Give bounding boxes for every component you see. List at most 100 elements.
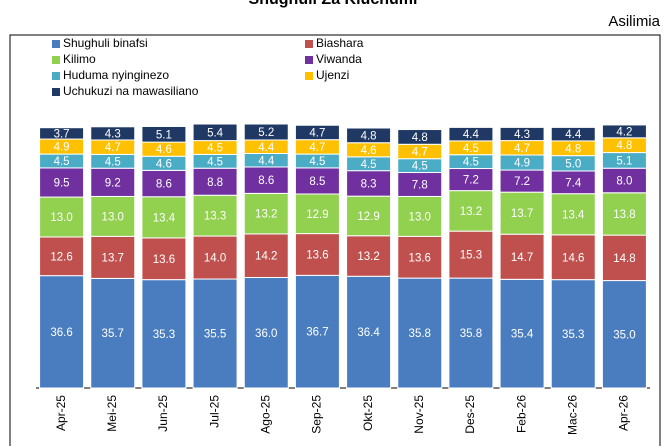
value-label: 3.7 bbox=[54, 128, 70, 140]
value-label: 8.6 bbox=[258, 175, 274, 187]
bar-segment bbox=[141, 237, 187, 281]
value-label: 14.2 bbox=[255, 251, 277, 263]
value-label: 5.1 bbox=[616, 155, 632, 167]
legend-label: Kilimo bbox=[63, 52, 96, 66]
value-label: 5.1 bbox=[156, 129, 172, 141]
value-label: 36.0 bbox=[255, 328, 277, 340]
bar-segment bbox=[90, 195, 136, 237]
bar-segment bbox=[141, 279, 187, 389]
value-label: 12.9 bbox=[357, 211, 379, 223]
value-label: 35.3 bbox=[153, 329, 175, 341]
value-label: 4.3 bbox=[105, 128, 121, 140]
x-tick-label: Apr-25 bbox=[54, 395, 68, 431]
value-label: 13.3 bbox=[204, 211, 226, 223]
value-label: 4.6 bbox=[156, 158, 172, 170]
value-label: 4.6 bbox=[361, 145, 377, 157]
legend-label: Huduma nyinginezo bbox=[63, 68, 169, 82]
value-label: 13.8 bbox=[613, 209, 635, 221]
bar-segment bbox=[448, 277, 494, 389]
value-label: 4.6 bbox=[156, 144, 172, 156]
bar-segment bbox=[499, 191, 545, 235]
value-label: 13.7 bbox=[102, 252, 124, 264]
value-label: 4.5 bbox=[309, 156, 325, 168]
bar-segment bbox=[192, 235, 238, 280]
value-label: 5.4 bbox=[207, 127, 224, 139]
bar-segment bbox=[243, 233, 289, 278]
value-label: 12.6 bbox=[50, 251, 72, 263]
bar-segment bbox=[90, 167, 136, 197]
x-tick-label: Ago-25 bbox=[258, 395, 272, 434]
legend-label: Uchukuzi na mawasiliano bbox=[63, 84, 199, 98]
value-label: 13.7 bbox=[511, 208, 533, 220]
value-label: 4.7 bbox=[309, 142, 325, 154]
bar-segment bbox=[550, 126, 596, 142]
value-label: 13.2 bbox=[255, 209, 277, 221]
value-label: 4.5 bbox=[361, 159, 377, 171]
value-label: 4.4 bbox=[258, 155, 275, 167]
x-tick-label: Jul-25 bbox=[207, 395, 221, 428]
value-label: 4.5 bbox=[463, 143, 479, 155]
legend-swatch bbox=[305, 56, 313, 64]
value-label: 4.5 bbox=[54, 156, 70, 168]
legend-label: Ujenzi bbox=[316, 68, 349, 82]
value-label: 4.5 bbox=[412, 161, 428, 173]
value-label: 4.4 bbox=[463, 129, 480, 141]
value-label: 4.8 bbox=[361, 130, 377, 142]
value-label: 14.6 bbox=[562, 252, 584, 264]
bar-segment bbox=[550, 279, 596, 389]
value-label: 7.2 bbox=[463, 175, 479, 187]
value-label: 13.0 bbox=[102, 211, 124, 223]
value-label: 4.9 bbox=[514, 158, 530, 170]
value-label: 4.3 bbox=[514, 129, 530, 141]
value-label: 35.8 bbox=[409, 328, 431, 340]
value-label: 12.9 bbox=[306, 209, 328, 221]
x-tick-label: Feb-26 bbox=[514, 395, 528, 433]
bar-segment bbox=[39, 196, 85, 238]
bar-segment bbox=[39, 127, 85, 140]
legend-swatch bbox=[305, 72, 313, 80]
x-tick-label: Mac-26 bbox=[565, 395, 579, 435]
bar-segment bbox=[243, 276, 289, 389]
bar-segment bbox=[448, 126, 494, 142]
value-label: 4.2 bbox=[616, 126, 632, 138]
value-label: 7.8 bbox=[412, 180, 428, 192]
bar-segment bbox=[90, 235, 136, 279]
bar-segment bbox=[294, 274, 340, 389]
bar-segment bbox=[601, 234, 647, 282]
value-label: 14.8 bbox=[613, 253, 635, 265]
value-label: 4.4 bbox=[565, 129, 582, 141]
value-label: 7.4 bbox=[565, 177, 582, 189]
bar-segment bbox=[397, 277, 443, 389]
value-label: 36.7 bbox=[306, 327, 328, 339]
bar-segment bbox=[346, 127, 392, 144]
bar-segment bbox=[397, 235, 443, 279]
value-label: 13.2 bbox=[357, 251, 379, 263]
value-label: 7.2 bbox=[514, 176, 530, 188]
bar-segment bbox=[499, 126, 545, 142]
legend-swatch bbox=[52, 40, 60, 48]
value-label: 4.7 bbox=[309, 127, 325, 139]
x-tick-label: Sep-25 bbox=[310, 395, 324, 434]
value-label: 4.5 bbox=[207, 156, 223, 168]
value-label: 13.0 bbox=[50, 212, 72, 224]
value-label: 35.0 bbox=[613, 329, 635, 341]
value-label: 15.3 bbox=[460, 250, 482, 262]
bar-segment bbox=[243, 192, 289, 235]
value-label: 4.5 bbox=[207, 143, 223, 155]
chart-title: Shughuli Za Kiuchumi bbox=[249, 0, 418, 8]
value-label: 4.5 bbox=[463, 157, 479, 169]
value-label: 4.8 bbox=[565, 143, 581, 155]
value-label: 4.7 bbox=[412, 147, 428, 159]
bar-segment bbox=[550, 234, 596, 281]
legend-label: Biashara bbox=[316, 36, 364, 50]
value-label: 5.2 bbox=[258, 127, 274, 139]
bar-segment bbox=[294, 167, 340, 195]
value-label: 4.5 bbox=[105, 156, 121, 168]
value-label: 36.6 bbox=[50, 327, 72, 339]
value-label: 36.4 bbox=[357, 327, 380, 339]
bar-segment bbox=[601, 124, 647, 139]
value-label: 13.4 bbox=[153, 212, 176, 224]
bar-segment bbox=[346, 275, 392, 389]
value-label: 5.0 bbox=[565, 158, 581, 170]
